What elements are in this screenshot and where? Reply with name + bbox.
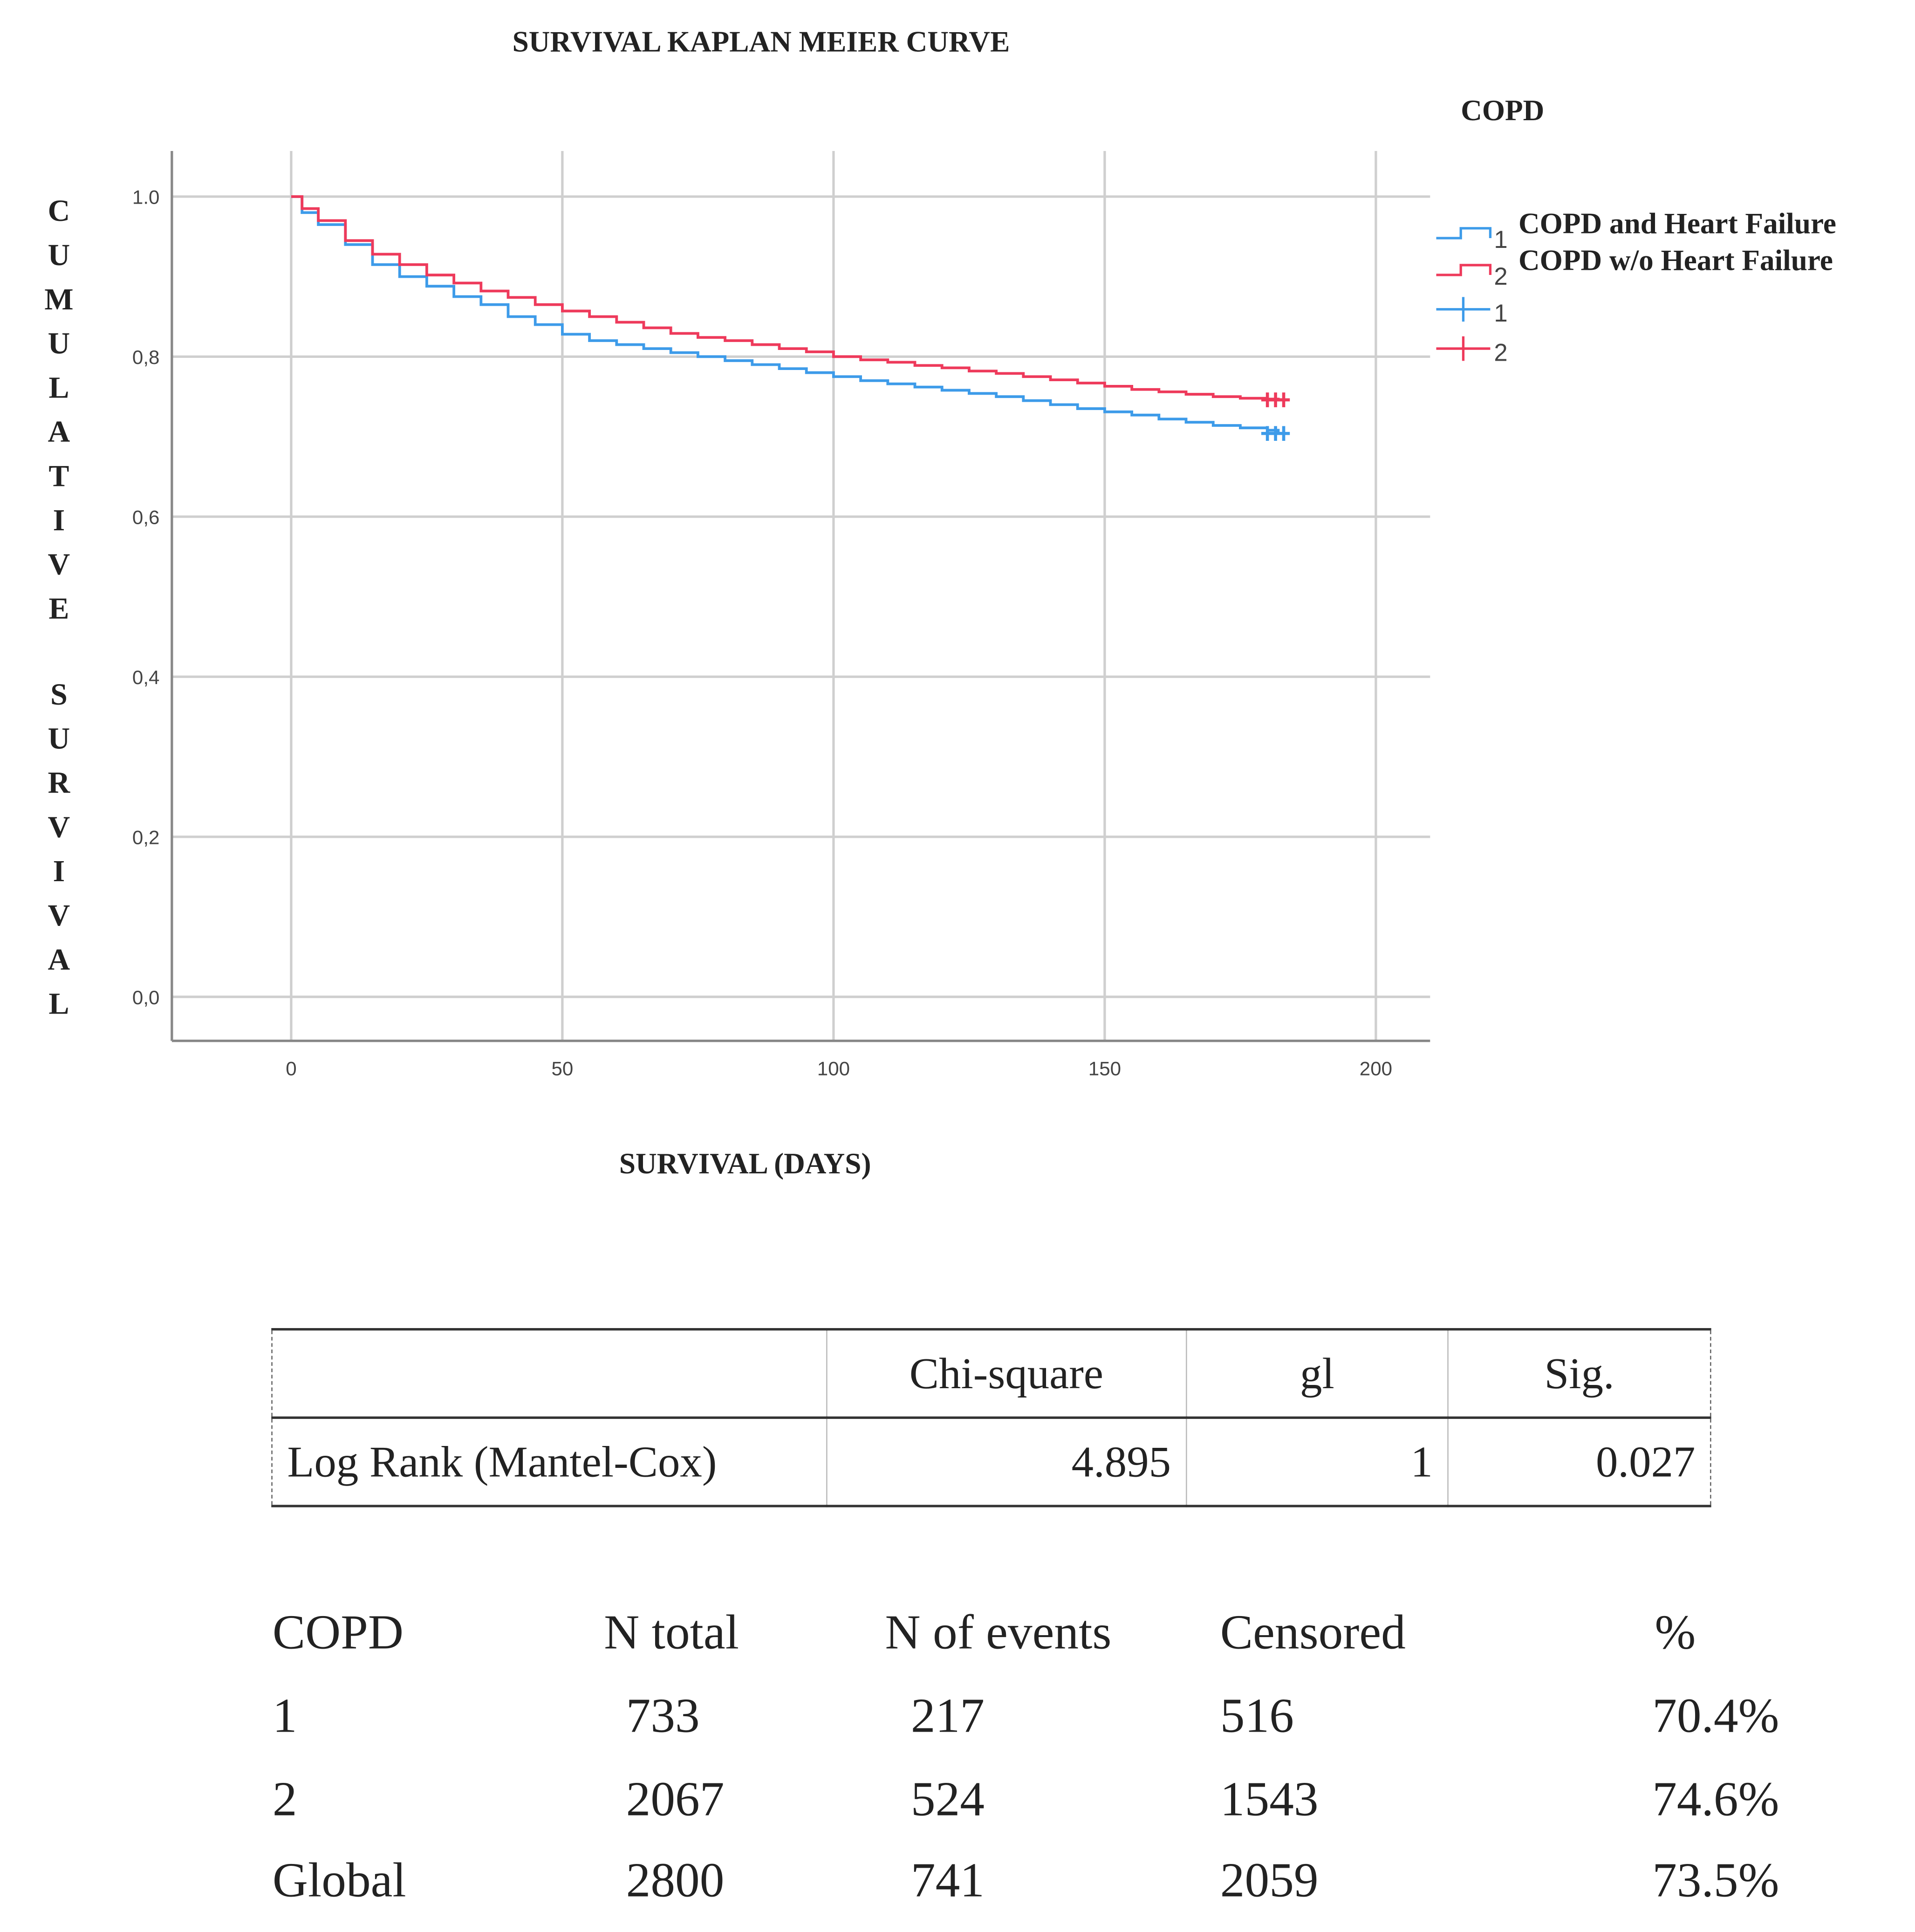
summary-cell: 2059 <box>1220 1852 1319 1908</box>
y-axis-label-letter: L <box>48 988 69 1021</box>
legend-swatch-2 <box>1436 264 1492 276</box>
y-axis-label-letter: A <box>48 416 70 450</box>
y-axis-label-letter: T <box>48 460 69 493</box>
y-tick-label: 0,0 <box>132 987 160 1008</box>
sig-value: 0.027 <box>1447 1418 1711 1506</box>
y-axis-label-letter: R <box>48 767 70 801</box>
summary-cell: 2 <box>272 1771 297 1827</box>
summary-cell: 74.6% <box>1652 1771 1779 1827</box>
legend-code: 1 <box>1494 226 1507 253</box>
censor-mark-2 <box>1277 392 1290 407</box>
legend-title: COPD <box>1461 94 1544 127</box>
summary-cell: 733 <box>626 1687 700 1743</box>
legend-swatch-1 <box>1436 227 1492 240</box>
y-axis-label-letter: L <box>48 372 69 405</box>
y-axis-label-letter: U <box>48 723 70 756</box>
test-name: Log Rank (Mantel-Cox) <box>271 1418 827 1506</box>
y-axis-label-letter: V <box>48 811 70 845</box>
x-tick-label: 100 <box>817 1057 850 1079</box>
y-axis-label-letter: U <box>48 328 70 361</box>
table-header-row: Chi-square gl Sig. <box>271 1329 1711 1418</box>
y-axis-label-letter: S <box>50 678 68 712</box>
summary-header-censored: Censored <box>1220 1604 1406 1660</box>
legend-label: COPD and Heart Failure <box>1518 207 1836 240</box>
y-axis-label-letter: V <box>48 548 70 582</box>
summary-header-n-events: N of events <box>885 1604 1112 1660</box>
table-header-chi-square: Chi-square <box>826 1329 1186 1418</box>
summary-cell: 516 <box>1220 1687 1294 1743</box>
summary-header-n-total: N total <box>604 1604 739 1660</box>
summary-cell: 70.4% <box>1652 1687 1779 1743</box>
censor-mark-1 <box>1277 426 1290 441</box>
summary-cell: 1543 <box>1220 1771 1319 1827</box>
x-tick-label: 150 <box>1088 1057 1121 1079</box>
chi-square-value: 4.895 <box>826 1418 1186 1506</box>
x-tick-label: 200 <box>1360 1057 1392 1079</box>
table-row: Log Rank (Mantel-Cox) 4.895 1 0.027 <box>271 1418 1711 1506</box>
x-axis-label: SURVIVAL (DAYS) <box>619 1147 871 1180</box>
summary-cell: 524 <box>910 1771 985 1827</box>
legend-label: COPD w/o Heart Failure <box>1518 244 1833 276</box>
x-tick-label: 0 <box>286 1057 296 1079</box>
y-axis-label-letter: M <box>44 283 74 317</box>
y-tick-label: 0,8 <box>132 346 160 368</box>
summary-cell: 741 <box>910 1852 985 1908</box>
legend-code: 2 <box>1494 339 1507 366</box>
y-axis-label-letter: V <box>48 899 70 933</box>
gl-value: 1 <box>1185 1418 1448 1506</box>
table-header-sig: Sig. <box>1447 1329 1711 1418</box>
chart-title: SURVIVAL KAPLAN MEIER CURVE <box>513 26 1010 58</box>
x-tick-label: 50 <box>551 1057 573 1079</box>
y-tick-label: 0,6 <box>132 507 160 528</box>
y-tick-label: 0,4 <box>132 666 160 688</box>
y-axis-label-letter: A <box>48 944 70 977</box>
table-header-gl: gl <box>1185 1329 1448 1418</box>
summary-cell: 2800 <box>626 1852 725 1908</box>
summary-cell: 1 <box>272 1687 297 1743</box>
y-axis-label-letter: E <box>48 593 69 626</box>
summary-header-pct: % <box>1655 1604 1696 1660</box>
y-axis-label-letter: I <box>53 504 65 538</box>
legend-censor-swatch-2 <box>1436 336 1491 361</box>
y-tick-label: 0,2 <box>132 827 160 849</box>
log-rank-table: Chi-square gl Sig. Log Rank (Mantel-Cox)… <box>271 1328 1711 1507</box>
table-header-blank <box>271 1329 827 1418</box>
kaplan-meier-chart: SURVIVAL KAPLAN MEIER CURVE 0 50 100 150 200… <box>132 26 1836 1180</box>
summary-cell: 2067 <box>626 1771 725 1827</box>
y-tick-label: 1.0 <box>132 186 160 208</box>
legend-code: 2 <box>1494 263 1507 290</box>
legend-censor-swatch-1 <box>1436 297 1491 322</box>
survival-curve-1 <box>291 195 1280 434</box>
summary-cell: Global <box>272 1852 406 1908</box>
summary-cell: 73.5% <box>1652 1852 1779 1908</box>
summary-header-copd: COPD <box>272 1604 404 1660</box>
y-axis-label-letter: I <box>53 855 65 889</box>
summary-cell: 217 <box>910 1687 985 1743</box>
survival-curve-2 <box>291 195 1280 401</box>
legend-code: 1 <box>1494 300 1507 327</box>
y-axis-label-letter: C <box>48 195 70 228</box>
y-axis-label-letter: U <box>48 239 70 273</box>
